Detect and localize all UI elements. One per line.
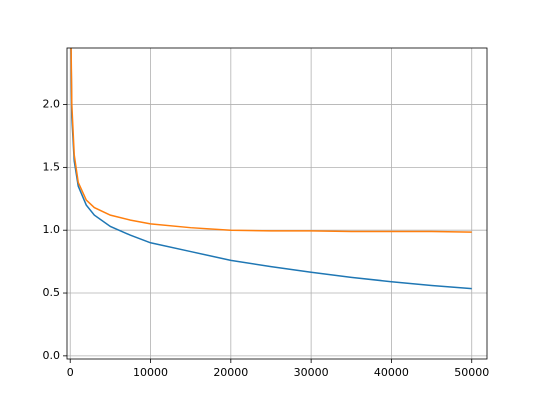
data-line <box>70 48 472 233</box>
y-tick-label: 1.5 <box>43 160 61 173</box>
x-tick-label: 50000 <box>454 366 489 379</box>
y-tick-label: 2.0 <box>43 98 61 111</box>
x-tick-label: 0 <box>67 366 74 379</box>
y-tick-label: 0.0 <box>43 349 61 362</box>
x-tick-label: 40000 <box>374 366 409 379</box>
plot-frame <box>66 47 488 360</box>
x-tick-label: 10000 <box>133 366 168 379</box>
x-tick-label: 30000 <box>294 366 329 379</box>
y-tick-label: 1.0 <box>43 223 61 236</box>
data-line <box>70 48 472 290</box>
x-tick-label: 20000 <box>213 366 248 379</box>
y-tick-label: 0.5 <box>43 286 61 299</box>
